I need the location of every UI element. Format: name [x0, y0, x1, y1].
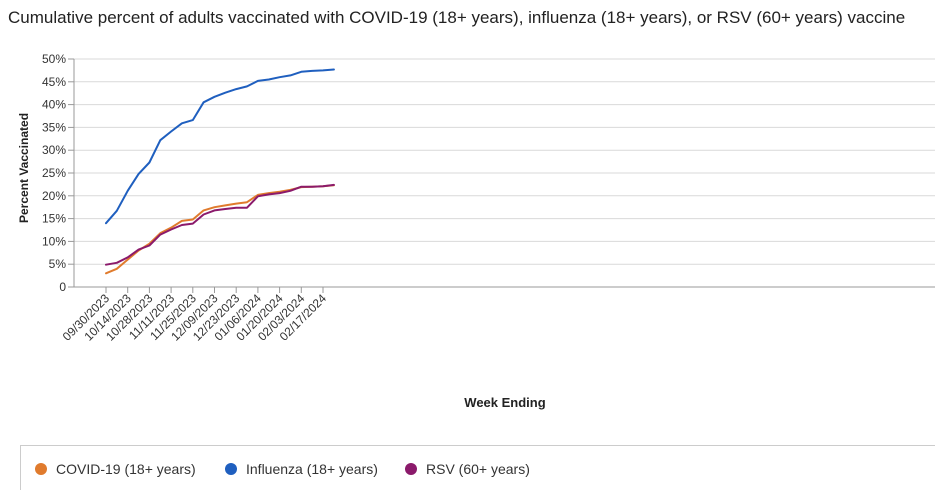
y-tick-label: 30% — [42, 143, 66, 157]
legend-item[interactable]: Influenza (18+ years) — [225, 461, 378, 477]
legend-label: COVID-19 (18+ years) — [56, 461, 196, 477]
line-chart: 05%10%15%20%25%30%35%40%45%50%09/30/2023… — [17, 52, 935, 410]
y-tick-label: 15% — [42, 212, 66, 226]
y-tick-label: 50% — [42, 52, 66, 66]
y-tick-label: 20% — [42, 189, 66, 203]
legend-item[interactable]: COVID-19 (18+ years) — [35, 461, 196, 477]
series-line-covid-19[interactable] — [105, 184, 335, 275]
grid-lines — [74, 58, 935, 288]
chart-title: Cumulative percent of adults vaccinated … — [8, 8, 906, 27]
series-line-influenza[interactable] — [105, 68, 335, 225]
y-tick-label: 25% — [42, 166, 66, 180]
series-line-rsv[interactable] — [105, 183, 335, 266]
y-tick-label: 40% — [42, 98, 66, 112]
legend-label: RSV (60+ years) — [426, 461, 530, 477]
y-tick-label: 10% — [42, 234, 66, 248]
y-tick-label: 0 — [59, 280, 66, 294]
legend-marker-icon — [35, 463, 47, 475]
axes: 05%10%15%20%25%30%35%40%45%50%09/30/2023… — [42, 52, 329, 344]
legend-label: Influenza (18+ years) — [246, 461, 378, 477]
y-axis-title: Percent Vaccinated — [17, 113, 31, 223]
series-lines — [105, 68, 335, 275]
x-axis-title: Week Ending — [464, 395, 545, 410]
legend-item[interactable]: RSV (60+ years) — [405, 461, 530, 477]
y-tick-label: 5% — [49, 257, 67, 271]
y-tick-label: 35% — [42, 120, 66, 134]
legend: COVID-19 (18+ years) Influenza (18+ years… — [20, 445, 935, 490]
legend-marker-icon — [225, 463, 237, 475]
y-tick-label: 45% — [42, 75, 66, 89]
legend-marker-icon — [405, 463, 417, 475]
